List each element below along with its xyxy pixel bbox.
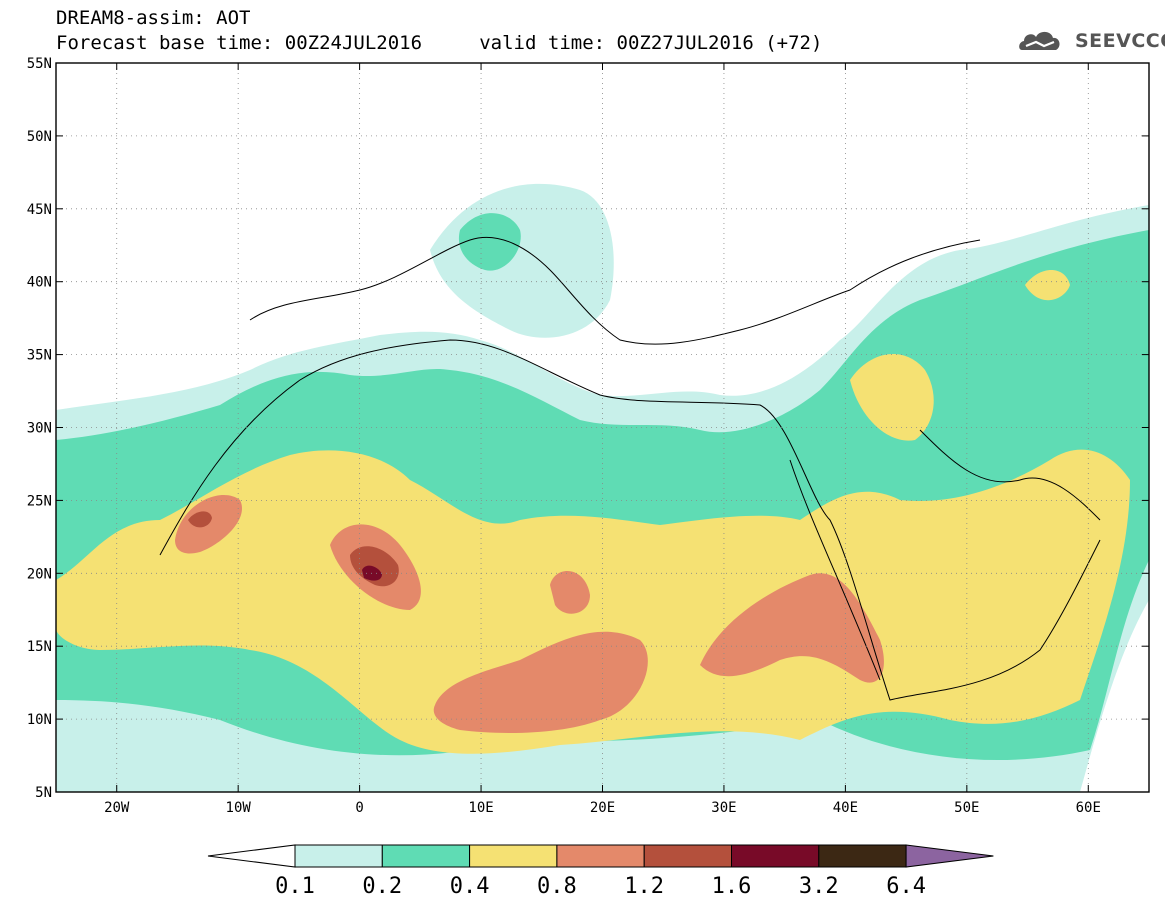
lon-tick-label: 60E	[1076, 800, 1101, 816]
aot-contour-0.8-chad	[433, 631, 648, 733]
map-frame	[55, 62, 1150, 793]
lat-tick-label: 45N	[27, 202, 52, 218]
lat-tick-label: 10N	[27, 712, 52, 728]
aot-contour-1.2-mali	[350, 546, 399, 587]
colorbar-segment	[731, 844, 820, 868]
lon-tick-label: 10W	[226, 800, 252, 816]
lon-tick-label: 10E	[468, 800, 493, 816]
lon-labels: 20W 10W 0 10E 20E 30E 40E 50E 60E	[104, 800, 1101, 816]
colorbar-level-label: 3.2	[799, 874, 839, 899]
aot-contour-0.2-italy	[458, 213, 521, 271]
colorbar-level-label: 1.2	[624, 874, 664, 899]
colorbar-segment	[556, 844, 645, 868]
aot-contour-1.2-mauritania	[188, 511, 212, 528]
colorbar-segment	[294, 844, 383, 868]
colorbar-segment	[381, 844, 471, 868]
lon-tick-label: 20W	[104, 800, 130, 816]
colorbar-level-label: 6.4	[886, 874, 926, 899]
lat-tick-label: 40N	[27, 275, 52, 291]
aot-contour-0.4-iraq	[850, 353, 934, 441]
lat-tick-label: 15N	[27, 639, 52, 655]
lon-tick-label: 0	[355, 800, 363, 816]
logo-text: SEEVCCC	[1075, 30, 1165, 52]
lon-tick-label: 40E	[833, 800, 858, 816]
coastline-europe	[249, 236, 981, 345]
colorbar-over-triangle	[905, 844, 994, 868]
lat-tick-label: 55N	[27, 56, 52, 72]
cloud-icon	[1019, 31, 1060, 50]
lon-tick-label: 20E	[590, 800, 615, 816]
colorbar-level-label: 0.8	[537, 874, 577, 899]
aot-contour-0.8-mauritania	[175, 494, 242, 554]
colorbar-level-label: 1.6	[712, 874, 752, 899]
lat-tick-label: 35N	[27, 348, 52, 364]
lat-tick-label: 20N	[27, 566, 52, 582]
border-red-sea	[789, 459, 881, 681]
lon-tick-label: 30E	[711, 800, 736, 816]
colorbar-level-label: 0.1	[275, 874, 315, 899]
colorbar-level-label: 0.2	[362, 874, 402, 899]
lat-tick-label: 50N	[27, 129, 52, 145]
lat-tick-label: 5N	[35, 785, 52, 801]
colorbar-segment	[643, 844, 733, 868]
lat-labels: 55N 50N 45N 40N 35N 30N 25N 20N 15N 10N 5N	[27, 56, 52, 801]
colorbar-segment	[469, 844, 558, 868]
coastline-gulf	[919, 429, 1101, 521]
aot-contour-0.8-niger	[550, 571, 590, 614]
aot-contour-0.8-sudan	[700, 573, 884, 683]
lat-tick-label: 25N	[27, 493, 52, 509]
colorbar-level-label: 0.4	[450, 874, 490, 899]
forecast-times: Forecast base time: 00Z24JUL2016 valid t…	[56, 32, 823, 54]
colorbar: 0.1 0.2 0.4 0.8 1.2 1.6 3.2 6.4	[207, 844, 994, 899]
lat-tick-label: 30N	[27, 421, 52, 437]
aot-contour-0.4-caspian	[1025, 270, 1070, 301]
coastline-nw-africa	[159, 339, 1101, 701]
lon-tick-label: 50E	[954, 800, 979, 816]
chart-title: DREAM8-assim: AOT	[56, 7, 251, 29]
colorbar-under-triangle	[207, 844, 296, 868]
colorbar-segment	[818, 844, 907, 868]
